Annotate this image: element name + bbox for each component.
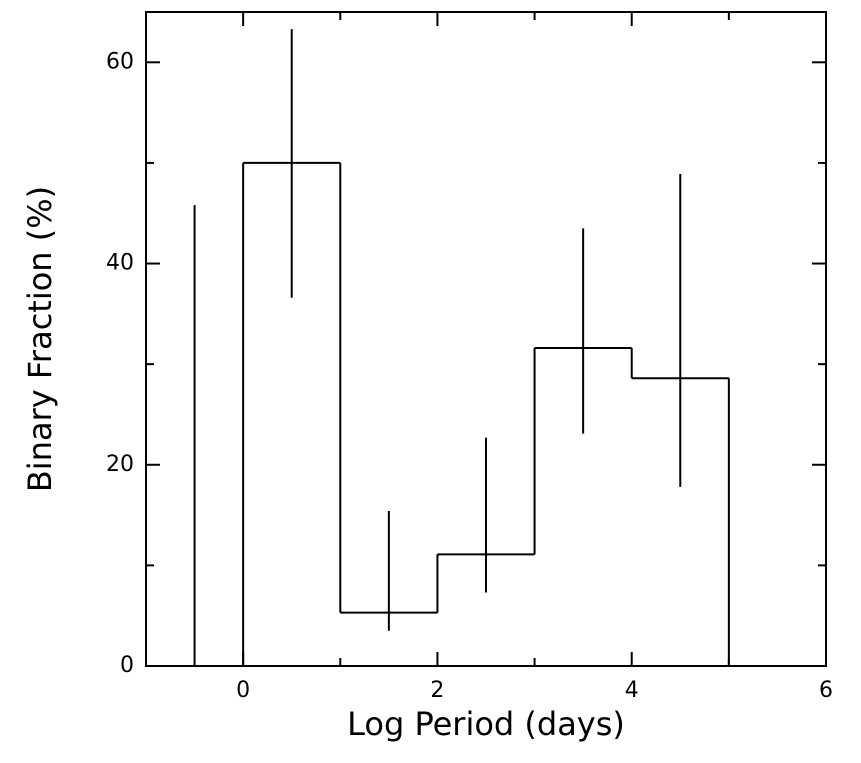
y-tick-label: 40 [106, 251, 134, 276]
x-tick-label: 6 [819, 678, 833, 703]
y-tick-label: 0 [120, 653, 134, 678]
y-tick-label: 60 [106, 49, 134, 74]
x-tick-label: 2 [430, 678, 444, 703]
x-tick-label: 0 [236, 678, 250, 703]
x-axis-label: Log Period (days) [347, 705, 625, 743]
x-tick-label: 4 [625, 678, 639, 703]
plot-frame [145, 11, 827, 667]
y-axis-label: Binary Fraction (%) [21, 186, 59, 492]
y-tick-label: 20 [106, 452, 134, 477]
